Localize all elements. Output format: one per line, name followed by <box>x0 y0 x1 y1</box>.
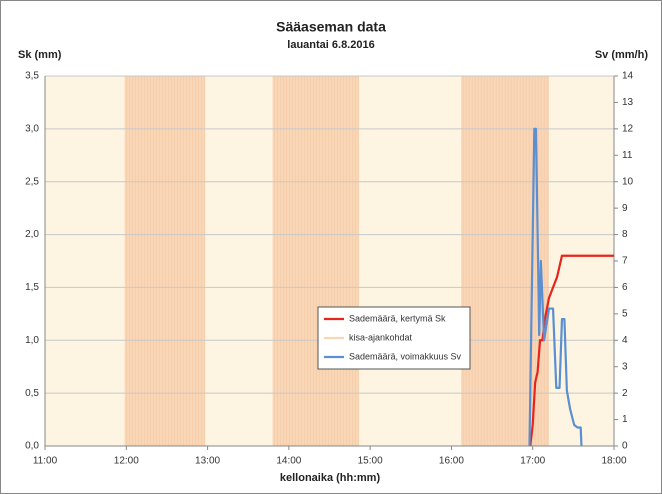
y2-tick-label: 1 <box>622 414 628 425</box>
y2-tick-label: 12 <box>622 123 634 134</box>
y-tick-label: 0,0 <box>25 441 39 452</box>
x-tick-label: 12:00 <box>114 456 139 467</box>
y2-tick-label: 6 <box>622 282 628 293</box>
y2-tick-label: 5 <box>622 308 628 319</box>
x-tick-label: 15:00 <box>358 456 383 467</box>
y-tick-label: 2,0 <box>25 229 39 240</box>
y2-tick-label: 2 <box>622 388 628 399</box>
x-axis-title: kellonaika (hh:mm) <box>280 472 381 484</box>
legend-label: kisa-ajankohdat <box>349 332 413 342</box>
y2-tick-label: 9 <box>622 203 628 214</box>
chart-subtitle: lauantai 6.8.2016 <box>287 39 374 51</box>
race-band <box>272 76 359 446</box>
x-tick-label: 18:00 <box>601 456 626 467</box>
data-line <box>529 254 614 447</box>
race-band <box>124 76 206 446</box>
x-tick-label: 16:00 <box>439 456 464 467</box>
data-line <box>528 127 583 447</box>
y2-tick-label: 11 <box>622 150 633 161</box>
legend-label: Sademäärä, voimakkuus Sv <box>349 351 462 361</box>
y2-tick-label: 3 <box>622 361 628 372</box>
y2-tick-label: 14 <box>622 71 634 82</box>
y-axis-title: Sk (mm) <box>18 49 62 61</box>
chart-title: Sääaseman data <box>276 19 386 35</box>
x-tick-label: 11:00 <box>33 456 58 467</box>
x-tick-label: 14:00 <box>276 456 301 467</box>
legend-label: Sademäärä, kertymä Sk <box>349 313 446 323</box>
y2-tick-label: 13 <box>622 97 634 108</box>
y2-axis-title: Sv (mm/h) <box>595 49 649 61</box>
y-tick-label: 3,5 <box>25 71 39 82</box>
y-tick-label: 3,0 <box>25 123 39 134</box>
y-tick-label: 2,5 <box>25 176 39 187</box>
y-tick-label: 0,5 <box>25 388 39 399</box>
y2-tick-label: 0 <box>622 441 628 452</box>
y2-tick-label: 7 <box>622 256 628 267</box>
y-tick-label: 1,0 <box>25 335 39 346</box>
y2-tick-label: 4 <box>622 335 628 346</box>
y2-tick-label: 8 <box>622 229 628 240</box>
x-tick-label: 13:00 <box>195 456 220 467</box>
y2-tick-label: 10 <box>622 176 634 187</box>
y-tick-label: 1,5 <box>25 282 39 293</box>
x-tick-label: 17:00 <box>520 456 545 467</box>
